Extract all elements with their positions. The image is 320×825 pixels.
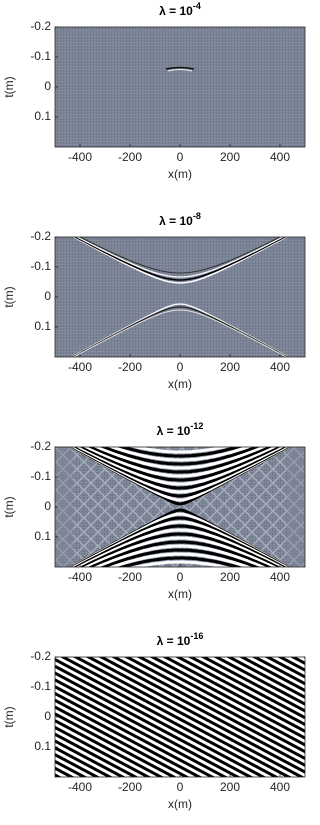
x-tick-label: -200 <box>118 360 142 374</box>
x-tick-label: 400 <box>270 360 290 374</box>
x-tick-label: 200 <box>220 150 240 164</box>
event <box>165 66 195 70</box>
event <box>87 540 273 567</box>
event <box>167 69 193 72</box>
y-tick-label: 0.1 <box>34 109 51 123</box>
event <box>71 306 289 357</box>
event <box>72 309 288 357</box>
title-exponent: -4 <box>193 1 201 11</box>
x-tick-label: -200 <box>118 150 142 164</box>
x-axis-label: x(m) <box>168 587 192 601</box>
event <box>76 528 284 567</box>
chart-title: λ = 10-12 <box>157 421 204 438</box>
y-tick-label: 0.1 <box>34 529 51 543</box>
event <box>79 532 281 567</box>
event <box>117 447 243 458</box>
title-exponent: -8 <box>193 211 201 221</box>
title-exponent: -12 <box>190 421 203 431</box>
y-tick-label: 0.1 <box>34 739 51 753</box>
y-axis-label: t(m) <box>2 286 16 307</box>
event <box>117 556 243 567</box>
event <box>107 552 253 567</box>
chart-title: λ = 10-4 <box>159 1 201 18</box>
x-tick-label: 400 <box>270 150 290 164</box>
image <box>55 237 305 357</box>
x-tick-label: 0 <box>177 780 184 794</box>
event <box>76 447 284 486</box>
x-tick-label: 400 <box>270 570 290 584</box>
x-tick-label: -400 <box>68 570 92 584</box>
x-tick-label: -200 <box>118 570 142 584</box>
y-tick-label: 0.1 <box>34 319 51 333</box>
x-tick-label: -400 <box>68 150 92 164</box>
y-tick-label: 0 <box>44 499 51 513</box>
event <box>93 447 267 470</box>
y-tick-label: -0.2 <box>30 439 51 453</box>
x-tick-label: -400 <box>68 360 92 374</box>
y-tick-label: 0 <box>44 289 51 303</box>
title-text: λ = 10 <box>157 424 191 438</box>
title-text: λ = 10 <box>157 634 191 648</box>
image-background <box>55 657 305 777</box>
x-tick-label: 0 <box>177 570 184 584</box>
x-axis-label: x(m) <box>168 377 192 391</box>
event <box>72 237 288 284</box>
x-tick-label: -200 <box>118 780 142 794</box>
y-tick-label: 0 <box>44 79 51 93</box>
panel: λ = 10-12 -400 -200 0 200 400 -0.2 -0.1 0 0.1 x(m)… <box>2 421 306 601</box>
y-tick-label: -0.2 <box>30 649 51 663</box>
event <box>73 237 287 281</box>
x-axis-label: x(m) <box>168 797 192 811</box>
y-tick-label: -0.1 <box>30 259 51 273</box>
image <box>55 657 305 777</box>
panel: λ = 10-16 -400 -200 0 200 400 -0.2 -0.1 0 0.1 x(m)… <box>2 631 306 811</box>
x-axis-label: x(m) <box>168 167 192 181</box>
event <box>107 447 253 462</box>
chart-title: λ = 10-8 <box>159 211 201 228</box>
event <box>99 447 261 466</box>
image <box>55 27 305 147</box>
y-tick-label: -0.2 <box>30 19 51 33</box>
y-axis-label: t(m) <box>2 706 16 727</box>
event <box>87 447 273 474</box>
x-tick-label: 200 <box>220 360 240 374</box>
event <box>129 560 231 567</box>
y-tick-label: -0.1 <box>30 679 51 693</box>
event <box>78 237 282 274</box>
y-axis-label: t(m) <box>2 496 16 517</box>
x-tick-label: 0 <box>177 360 184 374</box>
x-tick-label: 400 <box>270 780 290 794</box>
x-tick-label: 200 <box>220 570 240 584</box>
y-tick-label: -0.1 <box>30 469 51 483</box>
chart-title: λ = 10-16 <box>157 631 204 648</box>
y-tick-label: -0.1 <box>30 49 51 63</box>
event <box>75 237 285 278</box>
event <box>93 544 267 567</box>
event <box>129 447 231 454</box>
event <box>79 447 281 482</box>
image-background <box>55 237 305 357</box>
title-text: λ = 10 <box>159 214 193 228</box>
title-text: λ = 10 <box>159 4 193 18</box>
y-axis-label: t(m) <box>2 76 16 97</box>
y-tick-label: -0.2 <box>30 229 51 243</box>
x-tick-label: 200 <box>220 780 240 794</box>
image-background <box>55 27 305 147</box>
y-tick-label: 0 <box>44 709 51 723</box>
event <box>99 548 261 567</box>
x-tick-label: 0 <box>177 150 184 164</box>
image-fade <box>55 447 73 567</box>
image-fade <box>287 447 305 567</box>
panel: λ = 10-8 -400 -200 0 200 400 -0.2 -0.1 0 0.1 x(m) t… <box>2 211 306 391</box>
x-tick-label: -400 <box>68 780 92 794</box>
panel: λ = 10-4 -400 -200 0 200 400 -0.2 -0.1 0 0.1 x(m) t… <box>2 1 306 181</box>
title-exponent: -16 <box>190 631 203 641</box>
